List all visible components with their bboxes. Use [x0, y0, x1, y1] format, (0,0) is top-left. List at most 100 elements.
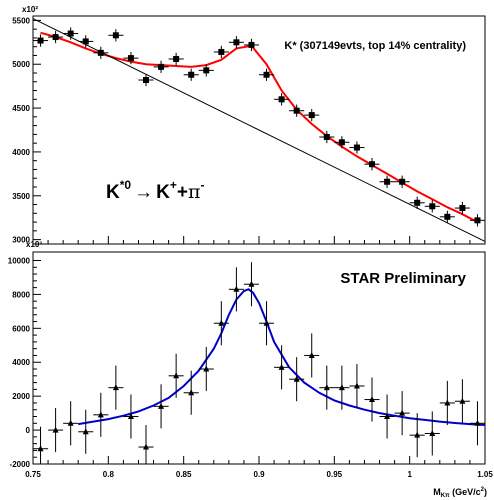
- square-marker: [143, 77, 149, 84]
- reaction-arrow: →: [134, 182, 153, 203]
- data-point: [319, 365, 335, 410]
- data-point: [439, 380, 455, 425]
- x-axis-label-unit: (GeV/c: [450, 487, 481, 497]
- y-tick-label: 10000: [8, 256, 31, 265]
- data-point: [63, 27, 79, 40]
- data-point: [183, 370, 199, 415]
- triangle-marker: [278, 363, 285, 370]
- data-point: [394, 391, 410, 436]
- triangle-marker: [384, 413, 391, 420]
- data-point: [93, 392, 109, 437]
- triangle-marker: [203, 365, 210, 372]
- reaction-pi-sup: -: [200, 178, 204, 192]
- y-tick-label: 4000: [12, 148, 30, 157]
- data-point: [243, 38, 259, 52]
- x-axis-label-unit-sup: 2: [481, 487, 485, 493]
- data-point: [259, 68, 275, 81]
- data-point: [228, 36, 244, 49]
- triangle-marker: [414, 431, 421, 438]
- square-marker: [459, 205, 466, 212]
- data-point: [394, 175, 410, 188]
- x-axis-label-close: ): [484, 487, 487, 497]
- x-tick-label: 1: [407, 470, 412, 479]
- data-point: [153, 60, 169, 73]
- triangle-marker: [112, 384, 119, 391]
- triangle-marker: [474, 419, 481, 426]
- fit-curve: [78, 288, 486, 426]
- triangle-marker: [143, 443, 149, 450]
- square-marker: [248, 41, 255, 48]
- square-marker: [37, 37, 44, 44]
- data-point: [78, 35, 94, 48]
- triangle-marker: [338, 384, 345, 391]
- data-point: [469, 214, 485, 227]
- data-point: [379, 175, 395, 188]
- reaction-k-plus-base: K: [156, 182, 170, 203]
- square-marker: [338, 139, 345, 146]
- triangle-marker: [369, 396, 375, 403]
- data-point: [379, 394, 395, 439]
- data-point: [349, 363, 365, 409]
- square-marker: [112, 32, 119, 39]
- square-marker: [127, 55, 134, 62]
- y-tick-label: 3000: [12, 236, 30, 245]
- data-point: [183, 68, 199, 81]
- data-point: [198, 346, 214, 392]
- square-marker: [384, 178, 391, 185]
- y-tick-label: 3500: [12, 192, 30, 201]
- triangle-marker: [248, 280, 255, 287]
- triangle-marker: [444, 399, 451, 406]
- data-point: [33, 34, 49, 47]
- triangle-marker: [429, 429, 436, 436]
- triangle-marker: [127, 413, 134, 420]
- y-tick-label: 6000: [12, 324, 30, 333]
- data-point: [243, 262, 259, 307]
- x-tick-label: 0.9: [253, 470, 265, 479]
- data-point: [469, 401, 485, 446]
- reaction-plus: +: [177, 182, 188, 203]
- data-point: [409, 196, 425, 209]
- square-marker: [399, 178, 406, 185]
- data-point: [213, 301, 229, 346]
- square-marker: [263, 71, 270, 78]
- square-marker: [293, 107, 300, 114]
- data-point: [198, 64, 214, 77]
- top-y-exponent: x10²: [22, 5, 38, 14]
- triangle-marker: [459, 397, 466, 404]
- y-tick-label: 4000: [12, 358, 30, 367]
- data-point: [78, 409, 94, 454]
- top-plot-title: K* (307149evts, top 14% centrality): [284, 40, 466, 52]
- x-tick-label: 0.75: [25, 470, 41, 479]
- data-point: [289, 104, 305, 117]
- triangle-marker: [173, 372, 180, 379]
- data-point: [123, 51, 139, 65]
- data-point: [364, 158, 380, 171]
- data-point: [63, 401, 79, 446]
- square-marker: [52, 34, 59, 41]
- data-point: [108, 365, 124, 410]
- data-point: [48, 30, 64, 44]
- square-marker: [369, 161, 375, 168]
- y-tick-label: 5000: [12, 60, 30, 69]
- x-axis-label-sub: Kπ: [441, 493, 450, 499]
- square-marker: [414, 199, 421, 206]
- data-point: [409, 413, 425, 458]
- reaction-pi-base: π: [188, 181, 201, 203]
- y-tick-label: 8000: [12, 290, 30, 299]
- x-tick-label: 0.85: [176, 470, 192, 479]
- square-marker: [173, 55, 180, 62]
- data-point: [319, 130, 335, 144]
- reaction-k-sup: *0: [120, 178, 132, 192]
- data-point: [228, 267, 244, 312]
- data-point: [108, 29, 124, 42]
- square-marker: [97, 49, 104, 56]
- data-point: [48, 408, 64, 453]
- reaction-k-base: K: [106, 182, 120, 203]
- triangle-marker: [82, 428, 89, 435]
- bottom-plot-title: STAR Preliminary: [340, 270, 466, 287]
- square-marker: [474, 217, 481, 224]
- reaction-k-plus-sup: +: [170, 178, 177, 192]
- x-tick-label: 1.05: [477, 470, 493, 479]
- data-point: [439, 210, 455, 223]
